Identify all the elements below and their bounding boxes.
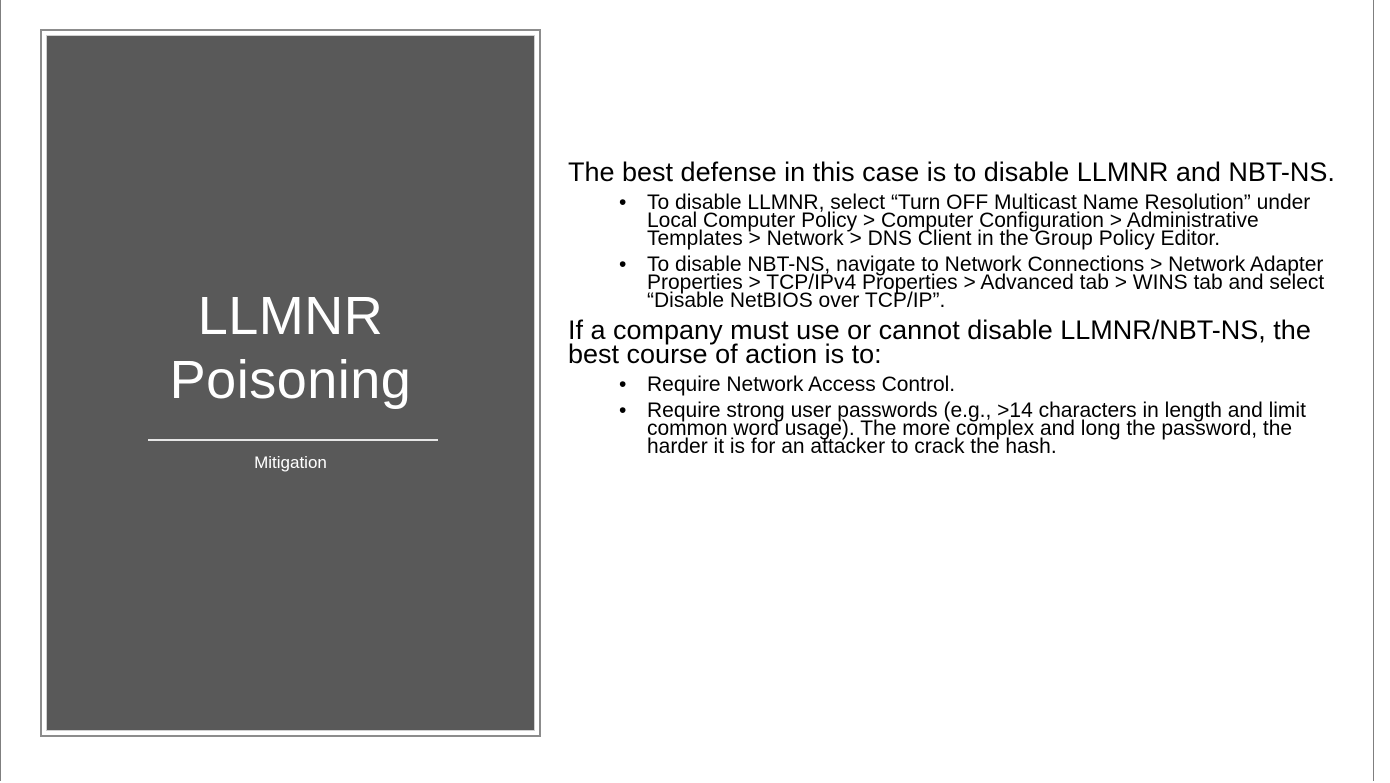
slide-title-line-1: LLMNR xyxy=(197,286,384,346)
bullet-text: To disable NBT-NS, navigate to Network C… xyxy=(647,253,1325,312)
defense-bullets: • To disable LLMNR, select “Turn OFF Mul… xyxy=(568,191,1358,312)
bullet-dot-icon: • xyxy=(619,373,627,396)
bullet-nac: • Require Network Access Control. xyxy=(568,373,1358,396)
bullet-dot-icon: • xyxy=(619,399,627,422)
bullet-text: Require strong user passwords (e.g., >14… xyxy=(647,399,1306,458)
bullet-dot-icon: • xyxy=(619,191,627,214)
slide-title-line-2: Poisoning xyxy=(169,350,412,410)
bullet-disable-llmnr: • To disable LLMNR, select “Turn OFF Mul… xyxy=(568,191,1358,250)
paragraph-alternative: If a company must use or cannot disable … xyxy=(568,315,1311,369)
bullet-text: To disable LLMNR, select “Turn OFF Multi… xyxy=(647,191,1311,250)
bullet-text: Require Network Access Control. xyxy=(647,373,956,396)
title-panel-frame: LLMNR Poisoning Mitigation xyxy=(40,29,541,737)
bullet-dot-icon: • xyxy=(619,253,627,276)
slide-body: The best defense in this case is to disa… xyxy=(568,157,1358,464)
title-panel: LLMNR Poisoning Mitigation xyxy=(46,35,535,731)
title-divider xyxy=(148,439,438,441)
alternative-bullets: • Require Network Access Control. • Requ… xyxy=(568,373,1358,458)
bullet-passwords: • Require strong user passwords (e.g., >… xyxy=(568,399,1358,458)
bullet-disable-nbtns: • To disable NBT-NS, navigate to Network… xyxy=(568,253,1358,312)
paragraph-defense: The best defense in this case is to disa… xyxy=(568,157,1335,187)
slide-title: LLMNR Poisoning xyxy=(47,284,534,412)
slide-subtitle: Mitigation xyxy=(254,453,327,472)
